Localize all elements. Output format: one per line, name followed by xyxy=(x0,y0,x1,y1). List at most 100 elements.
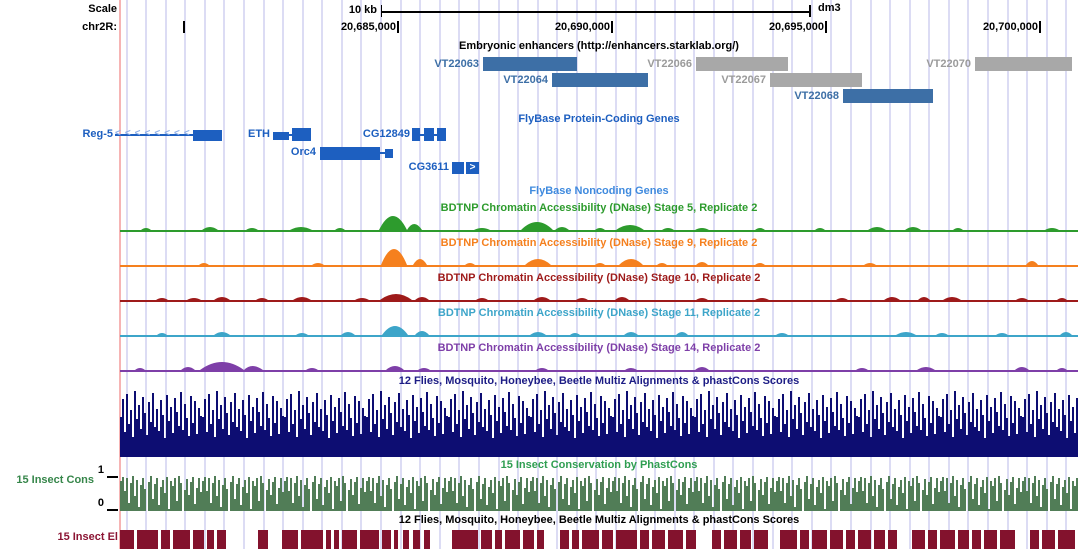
gene-label-CG12849[interactable]: CG12849 xyxy=(362,128,410,140)
insect-el-block[interactable] xyxy=(481,530,492,549)
insect-el-block[interactable] xyxy=(780,530,797,549)
insect-el-block[interactable] xyxy=(334,530,339,549)
insect-el-block[interactable] xyxy=(258,530,268,549)
insect-el-block[interactable] xyxy=(282,530,298,549)
insect-el-block[interactable] xyxy=(120,530,134,549)
insect-el-block[interactable] xyxy=(495,530,502,549)
insect-el-block[interactable] xyxy=(602,530,613,549)
gene-label-CG3611[interactable]: CG3611 xyxy=(408,161,449,173)
enhancer-label-VT22063[interactable]: VT22063 xyxy=(434,58,479,70)
insect-el-block[interactable] xyxy=(382,530,391,549)
gene-intron-ETH[interactable] xyxy=(289,134,292,136)
enhancer-label-VT22064[interactable]: VT22064 xyxy=(503,74,548,86)
insect-el-block[interactable] xyxy=(582,530,599,549)
insect-el-block[interactable] xyxy=(686,530,696,549)
gene-label-ETH[interactable]: ETH xyxy=(248,128,270,140)
insect-el-block[interactable] xyxy=(207,530,214,549)
insect-el-block[interactable] xyxy=(812,530,827,549)
insect-el-block[interactable] xyxy=(326,530,331,549)
track-signal-dnase-stage10[interactable] xyxy=(120,278,1078,304)
track-signal-dnase-stage11[interactable] xyxy=(120,313,1078,339)
enhancer-VT22064[interactable] xyxy=(552,73,648,87)
track-signal-dnase-stage9[interactable] xyxy=(120,243,1078,269)
insect-el-block[interactable] xyxy=(505,530,520,549)
insect-el-block[interactable] xyxy=(888,530,897,549)
enhancer-VT22063[interactable] xyxy=(483,57,577,71)
enhancer-label-VT22068[interactable]: VT22068 xyxy=(794,90,839,102)
track-title-dnase-stage5: BDTNP Chromatin Accessibility (DNase) St… xyxy=(440,202,758,214)
insect-el-block[interactable] xyxy=(537,530,544,549)
gridline xyxy=(262,0,265,549)
insect-el-block[interactable] xyxy=(972,530,981,549)
enhancer-label-VT22067[interactable]: VT22067 xyxy=(721,74,766,86)
insect-el-block[interactable] xyxy=(984,530,997,549)
insect-el-block[interactable] xyxy=(652,530,665,549)
enhancer-VT22067[interactable] xyxy=(770,73,862,87)
gene-intron-Orc4[interactable] xyxy=(380,152,385,154)
insect-el-block[interactable] xyxy=(1042,530,1055,549)
enhancer-VT22070[interactable] xyxy=(975,57,1072,71)
track-phastcons-conservation[interactable] xyxy=(120,476,1078,511)
insect-el-block[interactable] xyxy=(874,530,885,549)
insect-el-block[interactable] xyxy=(572,530,579,549)
insect-el-block[interactable] xyxy=(424,530,430,549)
insect-el-block[interactable] xyxy=(940,530,955,549)
insect-el-block[interactable] xyxy=(712,530,721,549)
insect-el-block[interactable] xyxy=(616,530,637,549)
insect-el-block[interactable] xyxy=(217,530,226,549)
insect-el-block[interactable] xyxy=(928,530,937,549)
insect-el-block[interactable] xyxy=(830,530,843,549)
enhancer-VT22066[interactable] xyxy=(696,57,788,71)
insect-el-block[interactable] xyxy=(301,530,323,549)
enhancer-label-VT22066[interactable]: VT22066 xyxy=(647,58,692,70)
track-signal-dnase-stage14[interactable] xyxy=(120,348,1078,374)
insect-el-block[interactable] xyxy=(137,530,158,549)
gene-exon-ETH[interactable] xyxy=(292,128,311,141)
gene-exon-CG3611[interactable] xyxy=(452,162,464,174)
insect-el-block[interactable] xyxy=(740,530,751,549)
insect-el-block[interactable] xyxy=(754,530,768,549)
enhancer-VT22068[interactable] xyxy=(843,89,933,103)
insect-el-block[interactable] xyxy=(413,530,420,549)
gene-exon-ETH[interactable] xyxy=(273,132,289,140)
insect-el-block[interactable] xyxy=(1030,530,1039,549)
insect-el-block[interactable] xyxy=(193,530,204,549)
insect-el-block[interactable] xyxy=(342,530,357,549)
gene-arrow-exon-CG3611[interactable]: > xyxy=(466,162,479,174)
insect-el-block[interactable] xyxy=(858,530,871,549)
track-multiz-alignments[interactable] xyxy=(120,389,1078,457)
insect-el-block[interactable] xyxy=(800,530,809,549)
insect-el-block[interactable] xyxy=(403,530,409,549)
gene-exon-Reg-5[interactable] xyxy=(193,130,222,141)
insect-el-block[interactable] xyxy=(173,530,190,549)
insect-el-block[interactable] xyxy=(668,530,683,549)
gene-intron-CG12849[interactable] xyxy=(420,134,424,136)
gene-exon-CG12849[interactable] xyxy=(437,128,446,141)
insect-el-block[interactable] xyxy=(958,530,969,549)
gridline xyxy=(419,0,422,549)
insect-el-block[interactable] xyxy=(724,530,737,549)
track-signal-dnase-stage5[interactable] xyxy=(120,208,1078,234)
gene-intron-CG12849[interactable] xyxy=(434,134,437,136)
gene-exon-Orc4[interactable] xyxy=(320,147,380,160)
gene-exon-CG12849[interactable] xyxy=(424,128,434,141)
insect-el-block[interactable] xyxy=(394,530,398,549)
gene-exon-Orc4[interactable] xyxy=(385,149,393,158)
enhancer-label-VT22070[interactable]: VT22070 xyxy=(926,58,971,70)
insect-el-block[interactable] xyxy=(360,530,379,549)
insect-el-block[interactable] xyxy=(560,530,569,549)
insect-el-block[interactable] xyxy=(1058,530,1075,549)
insect-el-block[interactable] xyxy=(161,530,170,549)
insect-el-block[interactable] xyxy=(912,530,925,549)
insect-el-block[interactable] xyxy=(523,530,534,549)
scale-bar-label: 10 kb xyxy=(348,4,377,16)
insect-el-block[interactable] xyxy=(1000,530,1015,549)
gene-intron-Reg-5[interactable] xyxy=(115,134,193,136)
gene-label-Orc4[interactable]: Orc4 xyxy=(290,146,316,158)
insect-el-block[interactable] xyxy=(846,530,855,549)
insect-el-block[interactable] xyxy=(452,530,478,549)
insect-el-block[interactable] xyxy=(640,530,649,549)
gene-exon-CG12849[interactable] xyxy=(412,128,420,141)
gene-label-Reg-5[interactable]: Reg-5 xyxy=(82,128,113,140)
